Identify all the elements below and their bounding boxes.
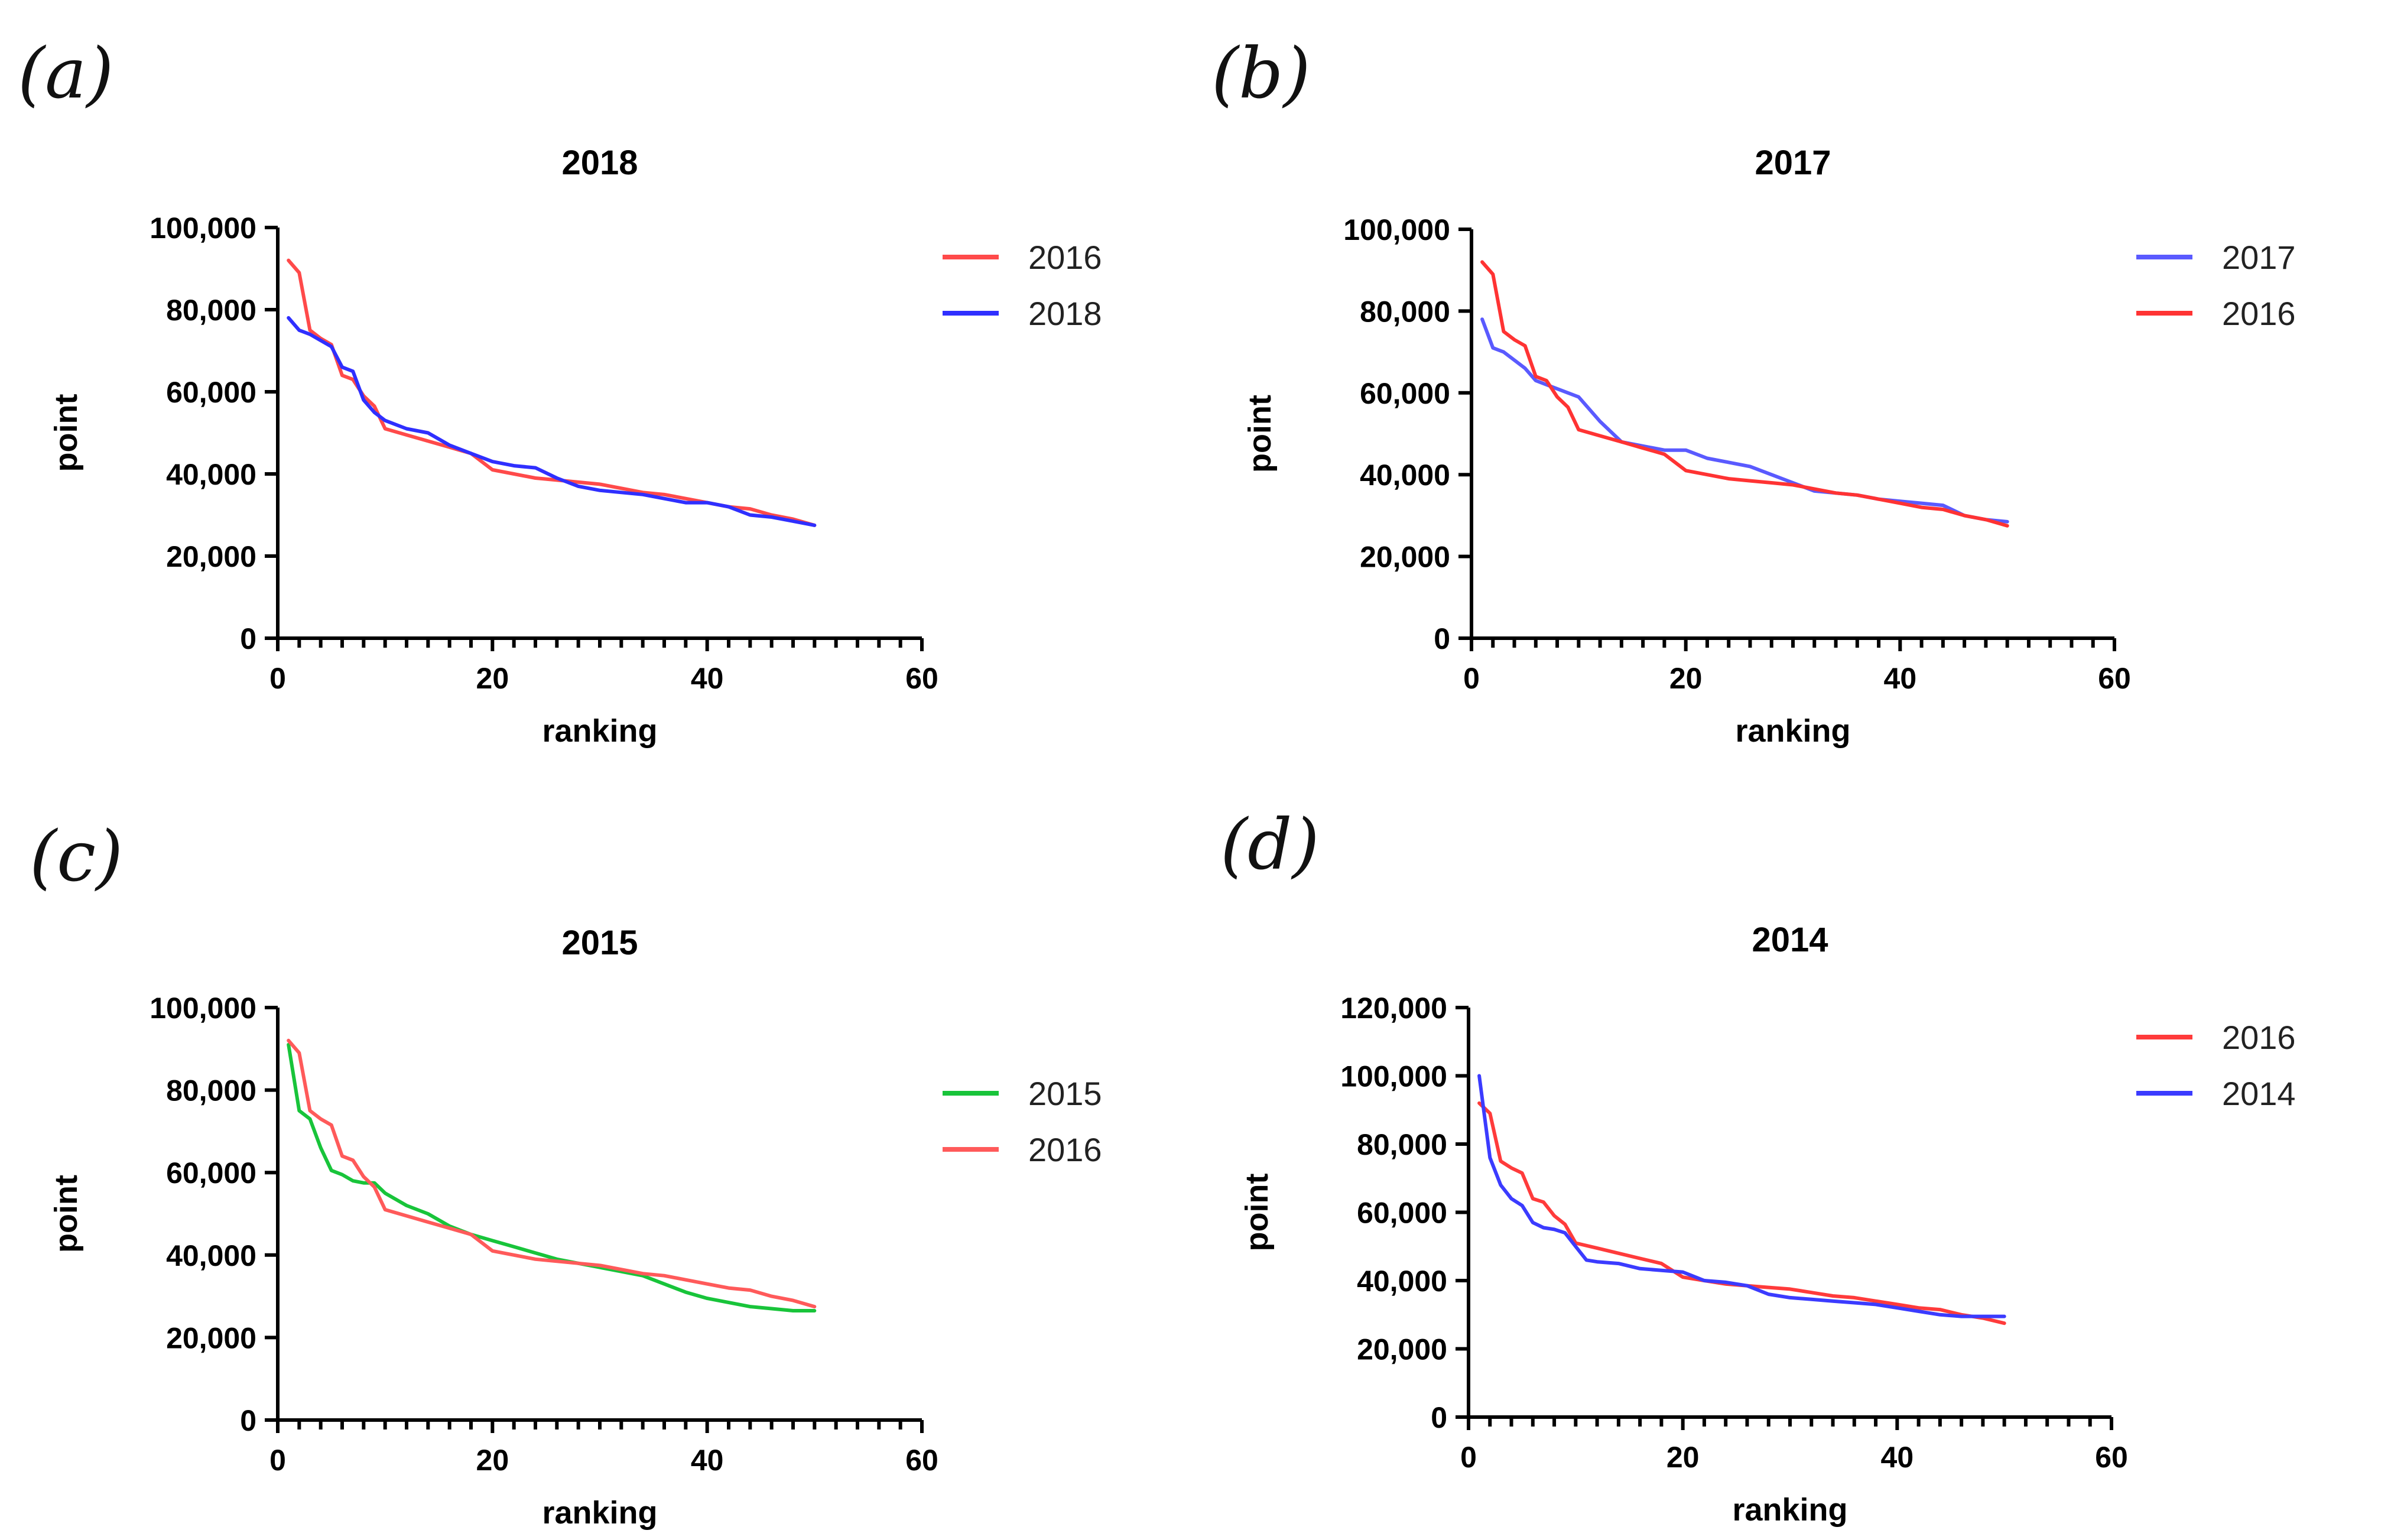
- chart-title: 2017: [1755, 144, 1831, 182]
- y-tick-label: 60,000: [1357, 1197, 1447, 1230]
- x-tick-label: 60: [2098, 662, 2131, 695]
- series-line-2016: [1477, 1101, 2006, 1325]
- legend-label: 2014: [2222, 1075, 2296, 1112]
- y-tick-label: 80,000: [166, 294, 256, 327]
- y-tick-label: 40,000: [166, 1239, 256, 1272]
- y-axis-label: point: [1239, 1174, 1275, 1252]
- y-tick-label: 20,000: [166, 540, 256, 573]
- y-tick-label: 60,000: [166, 376, 256, 409]
- x-tick-label: 20: [1669, 662, 1703, 695]
- chart-panel-0: 2018 0 20,000 40,000 60,000 80,000 100,000 0 20 4…: [48, 144, 1102, 749]
- legend-label: 2016: [2222, 1019, 2296, 1056]
- x-tick-label: 40: [691, 1444, 724, 1477]
- y-tick-label: 100,000: [1340, 1060, 1447, 1093]
- series-line-2015: [287, 1042, 817, 1312]
- y-tick-label: 20,000: [1357, 1333, 1447, 1366]
- y-tick-label: 60,000: [1360, 377, 1450, 410]
- x-tick-label: 60: [2095, 1441, 2128, 1474]
- y-tick-label: 100,000: [150, 212, 256, 245]
- legend-label: 2015: [1028, 1075, 1102, 1112]
- series-line-2016: [287, 1038, 817, 1309]
- x-tick-label: 20: [1666, 1441, 1700, 1474]
- y-tick-label: 60,000: [166, 1156, 256, 1190]
- y-tick-label: 100,000: [1343, 213, 1450, 246]
- y-tick-label: 40,000: [1360, 459, 1450, 492]
- y-tick-label: 120,000: [1340, 992, 1447, 1025]
- x-tick-label: 20: [476, 662, 509, 695]
- legend-label: 2018: [1028, 295, 1102, 332]
- panel-label-a: (a): [18, 33, 114, 114]
- series-line-2016: [1480, 260, 2009, 528]
- y-axis-label: point: [48, 1175, 84, 1253]
- x-axis-label: ranking: [1732, 1492, 1847, 1528]
- x-axis-label: ranking: [1735, 713, 1850, 749]
- chart-title: 2015: [561, 924, 638, 962]
- legend-label: 2016: [2222, 295, 2296, 332]
- y-tick-label: 80,000: [1360, 295, 1450, 328]
- series-line-2014: [1477, 1074, 2006, 1318]
- panel-label-c: (c): [30, 816, 124, 897]
- x-tick-label: 0: [269, 1444, 286, 1477]
- x-tick-label: 0: [1463, 662, 1480, 695]
- legend-label: 2016: [1028, 1131, 1102, 1168]
- x-axis-label: ranking: [542, 713, 657, 749]
- series-line-2017: [1480, 317, 2009, 524]
- y-tick-label: 100,000: [150, 992, 256, 1025]
- y-axis-label: point: [1242, 395, 1278, 473]
- chart-panel-2: 2015 0 20,000 40,000 60,000 80,000 100,000 0 20 4…: [48, 924, 1102, 1531]
- y-tick-label: 20,000: [166, 1321, 256, 1354]
- y-tick-label: 0: [1434, 622, 1450, 655]
- panel-label-b: (b): [1211, 33, 1311, 114]
- y-tick-label: 80,000: [166, 1074, 256, 1107]
- series-line-2018: [287, 316, 817, 527]
- y-tick-label: 20,000: [1360, 541, 1450, 574]
- y-tick-label: 0: [240, 1404, 256, 1437]
- x-tick-label: 0: [269, 662, 286, 695]
- x-tick-label: 20: [476, 1444, 509, 1477]
- x-axis-label: ranking: [542, 1495, 657, 1531]
- x-tick-label: 40: [1881, 1441, 1914, 1474]
- y-tick-label: 80,000: [1357, 1128, 1447, 1161]
- chart-panel-1: 2017 0 20,000 40,000 60,000 80,000 100,000 0 20 4…: [1242, 144, 2296, 749]
- x-tick-label: 40: [691, 662, 724, 695]
- y-axis-label: point: [48, 394, 84, 472]
- x-tick-label: 0: [1460, 1441, 1477, 1474]
- chart-title: 2014: [1752, 921, 1828, 959]
- chart-title: 2018: [561, 144, 638, 182]
- chart-panel-3: 2014 0 20,000 40,000 60,000 80,000 100,000 120,…: [1239, 921, 2296, 1528]
- legend-label: 2017: [2222, 239, 2296, 276]
- x-tick-label: 60: [905, 1444, 938, 1477]
- x-tick-label: 60: [905, 662, 938, 695]
- panel-label-d: (d): [1220, 804, 1320, 885]
- series-line-2016: [287, 258, 817, 527]
- y-tick-label: 40,000: [1357, 1265, 1447, 1298]
- y-tick-label: 40,000: [166, 458, 256, 491]
- x-tick-label: 40: [1884, 662, 1917, 695]
- legend-label: 2016: [1028, 239, 1102, 276]
- y-tick-label: 0: [1431, 1401, 1447, 1434]
- y-tick-label: 0: [240, 622, 256, 655]
